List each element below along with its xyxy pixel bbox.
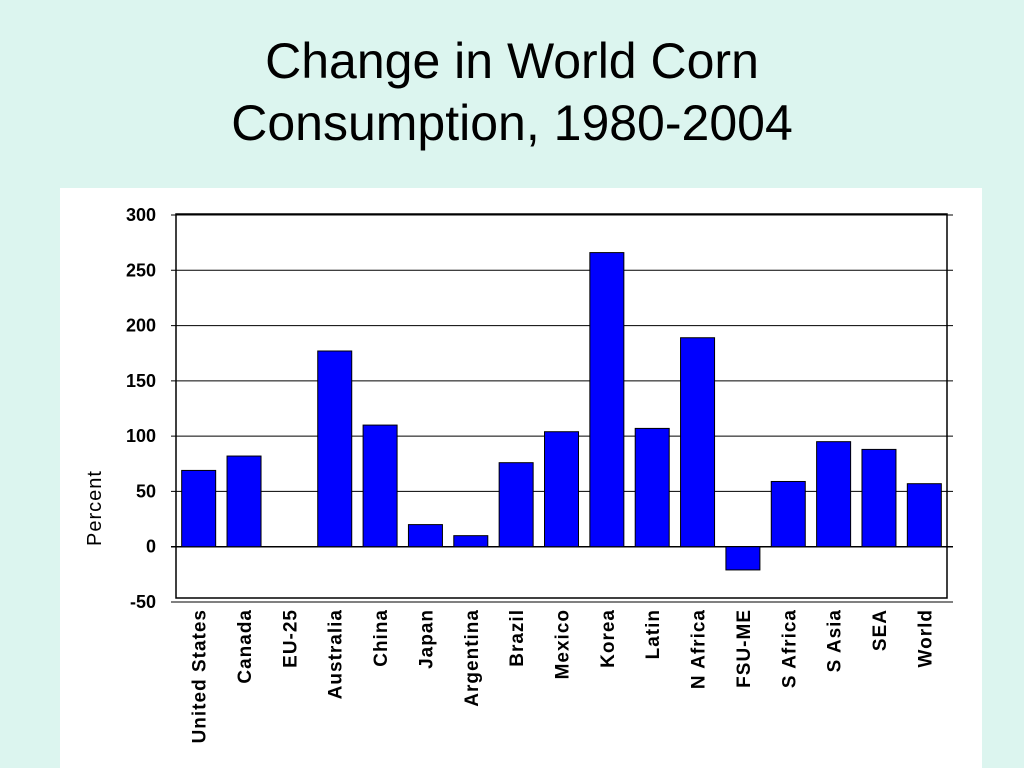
y-axis-title: Percent bbox=[84, 470, 106, 546]
y-tick-label: 100 bbox=[126, 426, 156, 446]
bar-argentina bbox=[453, 535, 489, 548]
bar-australia bbox=[317, 350, 353, 548]
y-tick-label: 150 bbox=[126, 371, 156, 391]
category-label: United States bbox=[190, 609, 211, 743]
chart-panel: 300 250 200 150 100 50 0 -50 United States Canad… bbox=[60, 188, 982, 768]
category-label: EU-25 bbox=[280, 609, 301, 668]
category-label: World bbox=[915, 609, 936, 667]
y-tick-label: -50 bbox=[130, 592, 156, 612]
bar-s-asia bbox=[816, 441, 852, 548]
bar-chart: 300 250 200 150 100 50 0 -50 United States Canad… bbox=[84, 205, 953, 743]
bar-fsu-me bbox=[725, 546, 761, 571]
category-label: Brazil bbox=[507, 609, 528, 667]
y-tick-label: 250 bbox=[126, 260, 156, 280]
y-tick-label: 0 bbox=[146, 537, 156, 557]
bar-korea bbox=[589, 252, 625, 548]
category-label: China bbox=[371, 609, 392, 667]
bars bbox=[181, 252, 942, 571]
title-line-1: Change in World Corn bbox=[265, 33, 759, 89]
bar-s-africa bbox=[770, 480, 806, 548]
category-label: N Africa bbox=[689, 609, 710, 689]
category-label: S Africa bbox=[779, 609, 800, 688]
slide-title: Change in World Corn Consumption, 1980-2… bbox=[0, 30, 1024, 154]
category-label: Korea bbox=[598, 609, 619, 668]
bar-world bbox=[906, 483, 942, 548]
bar-latin bbox=[634, 427, 670, 548]
category-label: Latin bbox=[643, 609, 664, 659]
y-tick-labels: 300 250 200 150 100 50 0 -50 bbox=[126, 205, 156, 612]
category-label: Canada bbox=[235, 609, 256, 684]
y-tick-label: 300 bbox=[126, 205, 156, 225]
plot-frame bbox=[175, 213, 948, 599]
bar-canada bbox=[226, 455, 262, 548]
category-label: Japan bbox=[416, 609, 437, 669]
category-label: SEA bbox=[870, 609, 891, 651]
category-label: Mexico bbox=[553, 609, 574, 679]
title-line-2: Consumption, 1980-2004 bbox=[231, 95, 793, 151]
y-tick-label: 200 bbox=[126, 316, 156, 336]
category-labels: United States Canada EU-25 Australia China Ja… bbox=[190, 609, 937, 743]
category-label: Australia bbox=[326, 609, 347, 699]
category-label: S Asia bbox=[825, 609, 846, 672]
bar-united-states bbox=[181, 469, 217, 548]
bar-sea bbox=[861, 448, 897, 548]
category-label: FSU-ME bbox=[734, 609, 755, 688]
y-tick-label: 50 bbox=[136, 481, 156, 501]
bar-mexico bbox=[544, 431, 579, 548]
category-label: Argentina bbox=[462, 609, 483, 707]
bar-china bbox=[362, 424, 398, 548]
bar-brazil bbox=[498, 462, 534, 548]
bar-japan bbox=[407, 524, 443, 548]
bar-n-africa bbox=[680, 337, 716, 548]
